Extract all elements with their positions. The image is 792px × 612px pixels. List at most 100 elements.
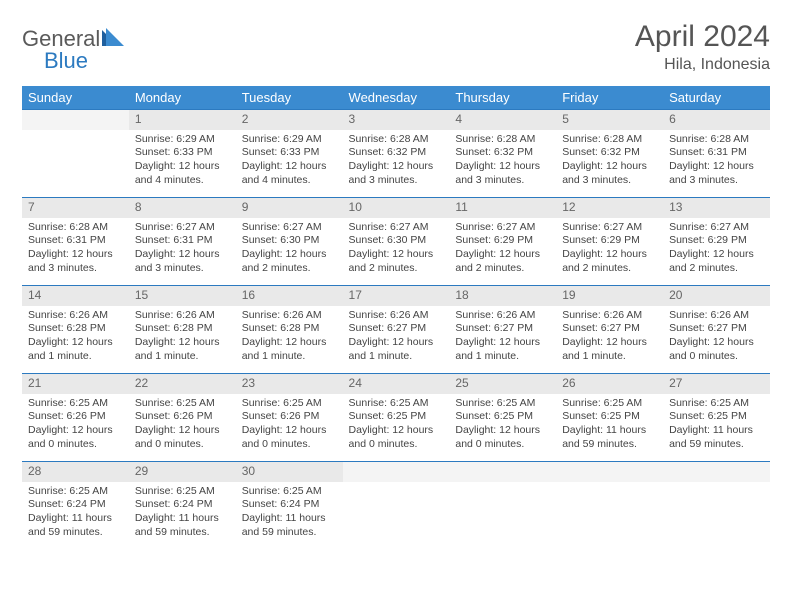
day-line: Sunrise: 6:26 AM xyxy=(242,309,337,323)
title-block: April 2024 Hila, Indonesia xyxy=(635,20,770,74)
day-line: Daylight: 12 hours and 3 minutes. xyxy=(455,160,550,187)
day-line: Sunset: 6:32 PM xyxy=(349,146,444,160)
calendar-day-cell: 19Sunrise: 6:26 AMSunset: 6:27 PMDayligh… xyxy=(556,286,663,374)
day-number: 2 xyxy=(236,110,343,130)
day-line: Daylight: 12 hours and 2 minutes. xyxy=(455,248,550,275)
day-line: Daylight: 12 hours and 3 minutes. xyxy=(135,248,230,275)
day-line: Sunset: 6:29 PM xyxy=(455,234,550,248)
day-line: Daylight: 12 hours and 2 minutes. xyxy=(349,248,444,275)
day-line: Sunset: 6:33 PM xyxy=(135,146,230,160)
day-body: Sunrise: 6:26 AMSunset: 6:28 PMDaylight:… xyxy=(236,306,343,368)
calendar-table: SundayMondayTuesdayWednesdayThursdayFrid… xyxy=(22,86,770,550)
day-body: Sunrise: 6:25 AMSunset: 6:25 PMDaylight:… xyxy=(663,394,770,456)
day-line: Sunrise: 6:28 AM xyxy=(455,133,550,147)
day-line: Sunrise: 6:25 AM xyxy=(28,397,123,411)
day-body: Sunrise: 6:27 AMSunset: 6:29 PMDaylight:… xyxy=(449,218,556,280)
day-body: Sunrise: 6:25 AMSunset: 6:25 PMDaylight:… xyxy=(343,394,450,456)
day-number: 13 xyxy=(663,198,770,218)
day-number: 23 xyxy=(236,374,343,394)
logo-blue-wrap: Blue xyxy=(44,48,88,74)
day-number xyxy=(663,462,770,482)
day-line: Sunset: 6:33 PM xyxy=(242,146,337,160)
day-number: 22 xyxy=(129,374,236,394)
day-body: Sunrise: 6:25 AMSunset: 6:26 PMDaylight:… xyxy=(236,394,343,456)
day-number: 18 xyxy=(449,286,556,306)
day-number: 12 xyxy=(556,198,663,218)
day-number: 6 xyxy=(663,110,770,130)
day-body: Sunrise: 6:25 AMSunset: 6:26 PMDaylight:… xyxy=(22,394,129,456)
day-body: Sunrise: 6:27 AMSunset: 6:29 PMDaylight:… xyxy=(556,218,663,280)
day-line: Sunrise: 6:26 AM xyxy=(349,309,444,323)
calendar-day-cell: 5Sunrise: 6:28 AMSunset: 6:32 PMDaylight… xyxy=(556,110,663,198)
day-line: Sunset: 6:29 PM xyxy=(562,234,657,248)
calendar-week-row: 21Sunrise: 6:25 AMSunset: 6:26 PMDayligh… xyxy=(22,374,770,462)
day-line: Sunrise: 6:26 AM xyxy=(455,309,550,323)
day-line: Sunset: 6:29 PM xyxy=(669,234,764,248)
day-number: 1 xyxy=(129,110,236,130)
weekday-header: Tuesday xyxy=(236,86,343,110)
day-line: Daylight: 12 hours and 0 minutes. xyxy=(135,424,230,451)
day-body: Sunrise: 6:25 AMSunset: 6:24 PMDaylight:… xyxy=(22,482,129,544)
calendar-day-cell: 20Sunrise: 6:26 AMSunset: 6:27 PMDayligh… xyxy=(663,286,770,374)
day-line: Sunrise: 6:27 AM xyxy=(669,221,764,235)
day-body: Sunrise: 6:27 AMSunset: 6:30 PMDaylight:… xyxy=(236,218,343,280)
day-line: Sunrise: 6:25 AM xyxy=(455,397,550,411)
month-title: April 2024 xyxy=(635,20,770,54)
calendar-day-cell: 26Sunrise: 6:25 AMSunset: 6:25 PMDayligh… xyxy=(556,374,663,462)
calendar-day-cell xyxy=(556,462,663,550)
calendar-day-cell: 18Sunrise: 6:26 AMSunset: 6:27 PMDayligh… xyxy=(449,286,556,374)
day-line: Sunrise: 6:28 AM xyxy=(562,133,657,147)
day-line: Sunrise: 6:28 AM xyxy=(28,221,123,235)
day-body: Sunrise: 6:28 AMSunset: 6:31 PMDaylight:… xyxy=(663,130,770,192)
day-number: 8 xyxy=(129,198,236,218)
day-number: 5 xyxy=(556,110,663,130)
day-body: Sunrise: 6:28 AMSunset: 6:32 PMDaylight:… xyxy=(556,130,663,192)
day-number: 21 xyxy=(22,374,129,394)
calendar-day-cell: 21Sunrise: 6:25 AMSunset: 6:26 PMDayligh… xyxy=(22,374,129,462)
calendar-day-cell: 27Sunrise: 6:25 AMSunset: 6:25 PMDayligh… xyxy=(663,374,770,462)
day-body: Sunrise: 6:27 AMSunset: 6:30 PMDaylight:… xyxy=(343,218,450,280)
day-line: Sunset: 6:27 PM xyxy=(562,322,657,336)
day-body: Sunrise: 6:28 AMSunset: 6:32 PMDaylight:… xyxy=(343,130,450,192)
day-line: Daylight: 12 hours and 2 minutes. xyxy=(242,248,337,275)
day-line: Sunset: 6:30 PM xyxy=(349,234,444,248)
day-line: Sunrise: 6:25 AM xyxy=(242,485,337,499)
day-body: Sunrise: 6:26 AMSunset: 6:28 PMDaylight:… xyxy=(22,306,129,368)
calendar-day-cell: 4Sunrise: 6:28 AMSunset: 6:32 PMDaylight… xyxy=(449,110,556,198)
day-line: Daylight: 11 hours and 59 minutes. xyxy=(242,512,337,539)
day-line: Sunset: 6:27 PM xyxy=(455,322,550,336)
day-number: 28 xyxy=(22,462,129,482)
day-number: 30 xyxy=(236,462,343,482)
day-line: Sunrise: 6:29 AM xyxy=(242,133,337,147)
calendar-week-row: 1Sunrise: 6:29 AMSunset: 6:33 PMDaylight… xyxy=(22,110,770,198)
day-line: Daylight: 12 hours and 0 minutes. xyxy=(28,424,123,451)
day-body: Sunrise: 6:26 AMSunset: 6:27 PMDaylight:… xyxy=(663,306,770,368)
day-line: Sunset: 6:24 PM xyxy=(135,498,230,512)
day-line: Sunset: 6:31 PM xyxy=(135,234,230,248)
day-line: Sunset: 6:27 PM xyxy=(349,322,444,336)
day-line: Daylight: 12 hours and 3 minutes. xyxy=(669,160,764,187)
day-number: 15 xyxy=(129,286,236,306)
logo-text-blue: Blue xyxy=(44,48,88,73)
day-line: Daylight: 11 hours and 59 minutes. xyxy=(135,512,230,539)
weekday-header: Thursday xyxy=(449,86,556,110)
logo-triangle-icon xyxy=(102,28,124,51)
day-line: Daylight: 12 hours and 4 minutes. xyxy=(242,160,337,187)
day-number: 29 xyxy=(129,462,236,482)
day-body: Sunrise: 6:26 AMSunset: 6:28 PMDaylight:… xyxy=(129,306,236,368)
day-body: Sunrise: 6:25 AMSunset: 6:26 PMDaylight:… xyxy=(129,394,236,456)
day-body: Sunrise: 6:26 AMSunset: 6:27 PMDaylight:… xyxy=(556,306,663,368)
calendar-body: 1Sunrise: 6:29 AMSunset: 6:33 PMDaylight… xyxy=(22,110,770,550)
day-line: Daylight: 12 hours and 2 minutes. xyxy=(669,248,764,275)
calendar-day-cell: 24Sunrise: 6:25 AMSunset: 6:25 PMDayligh… xyxy=(343,374,450,462)
calendar-day-cell xyxy=(22,110,129,198)
day-body: Sunrise: 6:25 AMSunset: 6:25 PMDaylight:… xyxy=(556,394,663,456)
day-line: Daylight: 11 hours and 59 minutes. xyxy=(28,512,123,539)
day-line: Daylight: 12 hours and 3 minutes. xyxy=(562,160,657,187)
day-line: Sunset: 6:25 PM xyxy=(669,410,764,424)
day-number: 17 xyxy=(343,286,450,306)
day-number: 7 xyxy=(22,198,129,218)
day-line: Daylight: 12 hours and 4 minutes. xyxy=(135,160,230,187)
calendar-day-cell: 23Sunrise: 6:25 AMSunset: 6:26 PMDayligh… xyxy=(236,374,343,462)
day-line: Daylight: 12 hours and 0 minutes. xyxy=(349,424,444,451)
